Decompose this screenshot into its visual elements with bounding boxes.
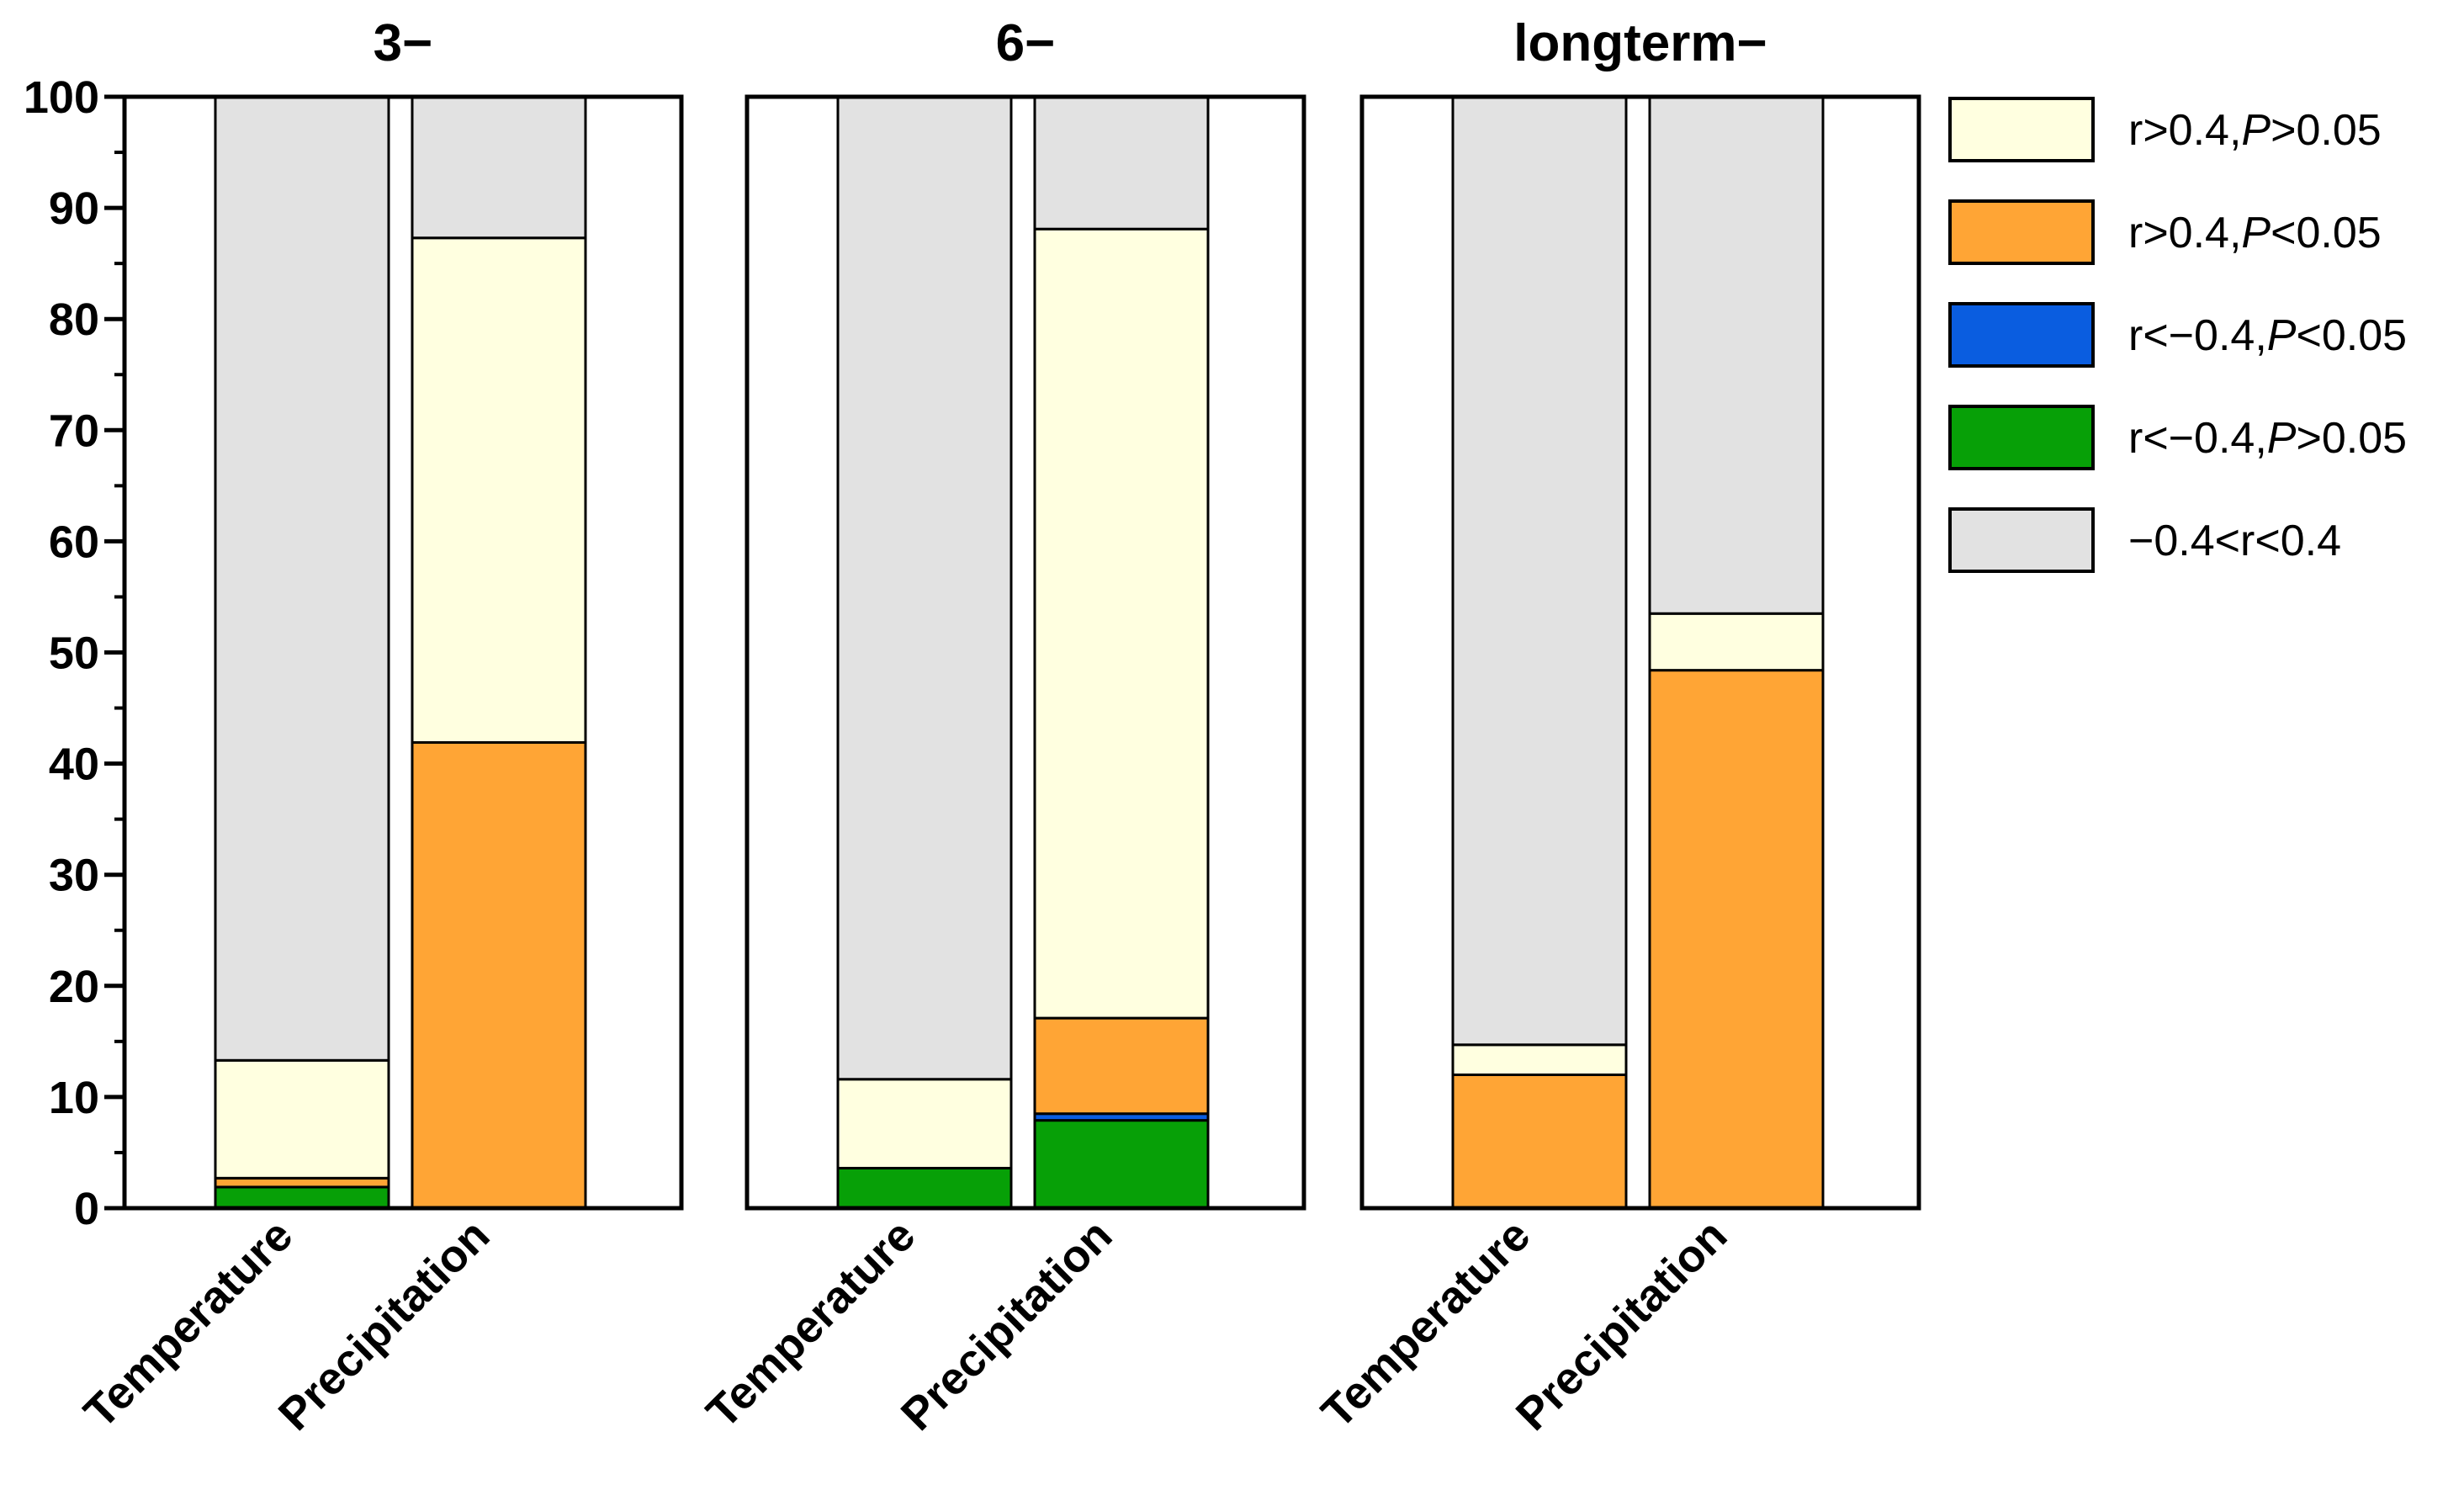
legend-item-pos_sig: r>0.4,P<0.05 [1948,199,2382,265]
y-tick-label: 30 [49,851,99,901]
y-tick-label: 60 [49,517,99,567]
bar-segment-pos_sig [1648,669,1825,1210]
panel-frame [122,94,684,1211]
y-axis: 0 10 20 30 40 50 60 70 80 90 100 [24,72,127,1234]
y-tick-label: 70 [49,406,99,456]
bar-segment-pos_ns [1033,227,1210,1020]
bar-segment-pos_sig [1033,1016,1210,1116]
x-tick-label: Precipitation [892,1210,1122,1440]
legend-swatch [1948,199,2095,265]
x-tick-label: Temperature [75,1210,303,1438]
x-tick-label: Temperature [697,1210,925,1438]
y-tick-label: 40 [49,740,99,790]
panel-frame [744,94,1306,1211]
bar-segment-pos_sig [411,741,587,1210]
x-tick-label: Precipitation [1507,1210,1737,1440]
bar-segment-pos_ns [1648,612,1825,672]
y-tick-label: 80 [49,294,99,345]
bar-segment-weak [411,95,587,240]
legend-swatch [1948,507,2095,573]
bar-segment-weak [836,95,1013,1081]
panel-title: longterm− [1513,14,1767,72]
bar-segment-weak [1033,95,1210,231]
y-tick-label: 90 [49,183,99,234]
x-tick-label: Temperature [1312,1210,1540,1438]
bar-segment-neg_ns [214,1185,390,1210]
legend-item-weak: −0.4<r<0.4 [1948,507,2341,573]
legend-swatch [1948,97,2095,162]
panel-title: 3− [374,14,433,72]
legend-swatch [1948,302,2095,368]
legend-label: −0.4<r<0.4 [2128,517,2341,565]
y-tick-label: 50 [49,628,99,679]
bar-segment-neg_ns [836,1166,1013,1210]
y-tick-label: 0 [74,1184,99,1234]
bar-segment-pos_sig [214,1176,390,1189]
x-tick-label: Precipitation [269,1210,500,1440]
y-tick-label: 100 [24,72,99,123]
bar-segment-pos_ns [411,236,587,745]
panel-title: 6− [996,14,1056,72]
legend-label: r>0.4,P>0.05 [2128,106,2382,155]
legend-swatch [1948,405,2095,470]
legend-item-neg_sig: r<−0.4,P<0.05 [1948,302,2407,368]
bar-segment-weak [1451,95,1628,1047]
bar-segment-weak [214,95,390,1062]
legend-label: r<−0.4,P<0.05 [2128,311,2407,360]
bar-segment-pos_ns [214,1058,390,1180]
legend-item-neg_ns: r<−0.4,P>0.05 [1948,405,2407,470]
bar-segment-pos_ns [1451,1043,1628,1076]
y-tick-label: 10 [49,1073,99,1123]
chart-panels: 3−TemperaturePrecipitation6−TemperatureP… [75,14,1921,1440]
bar-segment-weak [1648,95,1825,615]
bar-segment-neg_ns [1033,1119,1210,1210]
legend-label: r>0.4,P<0.05 [2128,209,2382,257]
bar-segment-pos_sig [1451,1073,1628,1210]
legend-item-pos_ns: r>0.4,P>0.05 [1948,97,2382,162]
y-tick-label: 20 [49,962,99,1012]
bar-segment-pos_ns [836,1078,1013,1169]
legend: r>0.4,P>0.05 r>0.4,P<0.05 r<−0.4,P<0.05 r<−… [1948,97,2407,573]
panel-frame [1359,94,1921,1211]
legend-label: r<−0.4,P>0.05 [2128,414,2407,463]
